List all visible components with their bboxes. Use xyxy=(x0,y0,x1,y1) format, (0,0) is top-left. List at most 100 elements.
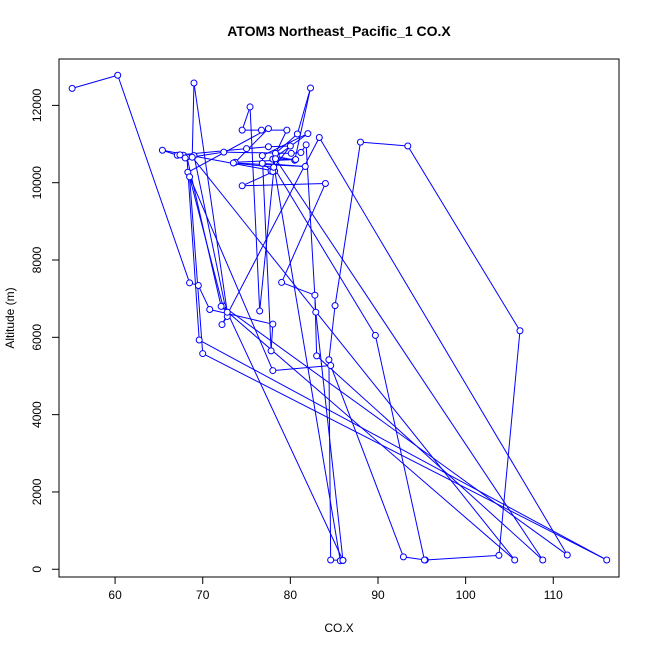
data-point xyxy=(287,149,295,157)
series-line-segment xyxy=(259,153,276,312)
series-line-segment xyxy=(226,311,344,561)
series-line-segment xyxy=(235,159,296,163)
series-line-segment xyxy=(407,145,521,332)
data-point xyxy=(229,159,237,167)
data-point xyxy=(278,278,286,286)
data-point xyxy=(325,356,333,364)
data-point xyxy=(195,336,203,344)
series-line-segment xyxy=(275,158,544,561)
data-point xyxy=(307,84,315,92)
series-line-segment xyxy=(191,156,516,561)
data-point xyxy=(312,308,320,316)
x-tick-label: 70 xyxy=(196,588,210,602)
series-line-segment xyxy=(233,162,274,168)
data-point xyxy=(158,146,166,154)
y-tick-label: 8000 xyxy=(30,246,44,273)
series-line-segment xyxy=(187,172,274,371)
data-point xyxy=(256,307,264,315)
data-point xyxy=(356,138,364,146)
data-point xyxy=(217,302,225,310)
series-line-segment xyxy=(328,305,336,360)
data-point xyxy=(511,556,519,564)
series-line-segment xyxy=(234,128,269,163)
data-point xyxy=(269,320,277,328)
data-point xyxy=(371,331,379,339)
data-point xyxy=(311,291,319,299)
data-point xyxy=(188,153,196,161)
data-point xyxy=(331,302,339,310)
x-tick-label: 100 xyxy=(456,588,476,602)
data-point xyxy=(186,279,194,287)
data-point xyxy=(297,149,305,157)
series-line-segment xyxy=(246,146,269,150)
series-line-segment xyxy=(186,157,222,307)
series-line-segment xyxy=(191,82,195,158)
data-point xyxy=(539,556,547,564)
series-line-segment xyxy=(294,87,312,161)
series-line-segment xyxy=(334,142,361,306)
data-point xyxy=(199,350,207,358)
data-point xyxy=(194,282,202,290)
data-point xyxy=(321,179,329,187)
series-line-segment xyxy=(316,355,544,561)
x-tick-label: 90 xyxy=(371,588,385,602)
data-point xyxy=(186,173,194,181)
series-line-segment xyxy=(328,359,332,560)
series-line-segment xyxy=(374,335,425,561)
series-line-segment xyxy=(202,353,607,561)
data-point xyxy=(238,182,246,190)
series-line-segment xyxy=(223,151,292,154)
series-line-segment xyxy=(273,166,376,336)
data-point xyxy=(258,152,266,160)
series-line-segment xyxy=(318,137,568,556)
data-point xyxy=(420,556,428,564)
series-line-segment xyxy=(425,554,499,561)
series-line-segment xyxy=(296,87,311,135)
data-point xyxy=(404,142,412,150)
series-line-segment xyxy=(193,82,228,313)
data-point xyxy=(258,159,266,167)
chart-title: ATOM3 Northeast_Pacific_1 CO.X xyxy=(227,23,451,39)
data-point xyxy=(270,163,278,171)
series-line-segment xyxy=(233,162,306,167)
series-line-segment xyxy=(360,141,408,147)
data-point xyxy=(283,126,291,134)
y-tick-label: 2000 xyxy=(30,478,44,505)
series-line-segment xyxy=(193,155,228,317)
x-tick-label: 60 xyxy=(108,588,122,602)
series-line-segment xyxy=(209,309,273,325)
y-tick-label: 6000 xyxy=(30,324,44,351)
data-point xyxy=(190,79,198,87)
data-point xyxy=(327,362,335,370)
data-point xyxy=(339,556,347,564)
data-point xyxy=(269,367,277,375)
series-line-segment xyxy=(275,133,298,154)
x-tick-label: 110 xyxy=(544,588,563,602)
data-point xyxy=(264,125,272,133)
series-line-segment xyxy=(117,75,191,283)
data-point xyxy=(603,556,611,564)
y-tick-label: 10000 xyxy=(30,166,44,200)
series-line-segment xyxy=(198,339,607,561)
data-point xyxy=(327,556,335,564)
data-point xyxy=(206,305,214,313)
data-point xyxy=(315,133,323,141)
data-point xyxy=(243,145,251,153)
data-point xyxy=(246,103,254,111)
series-line-segment xyxy=(241,106,251,131)
series-line-segment xyxy=(330,365,404,558)
data-point xyxy=(301,162,309,170)
data-point xyxy=(220,148,228,156)
series-line-segment xyxy=(249,106,261,312)
series-line-segment xyxy=(222,305,568,556)
x-tick-label: 80 xyxy=(284,588,298,602)
series-line-segment xyxy=(315,312,344,561)
x-axis: 60 70 80 90 100 110 xyxy=(108,576,563,602)
data-point xyxy=(114,71,122,79)
series-line-segment xyxy=(186,157,200,341)
series-line-segment xyxy=(281,281,316,296)
data-point xyxy=(563,551,571,559)
data-point xyxy=(293,130,301,138)
